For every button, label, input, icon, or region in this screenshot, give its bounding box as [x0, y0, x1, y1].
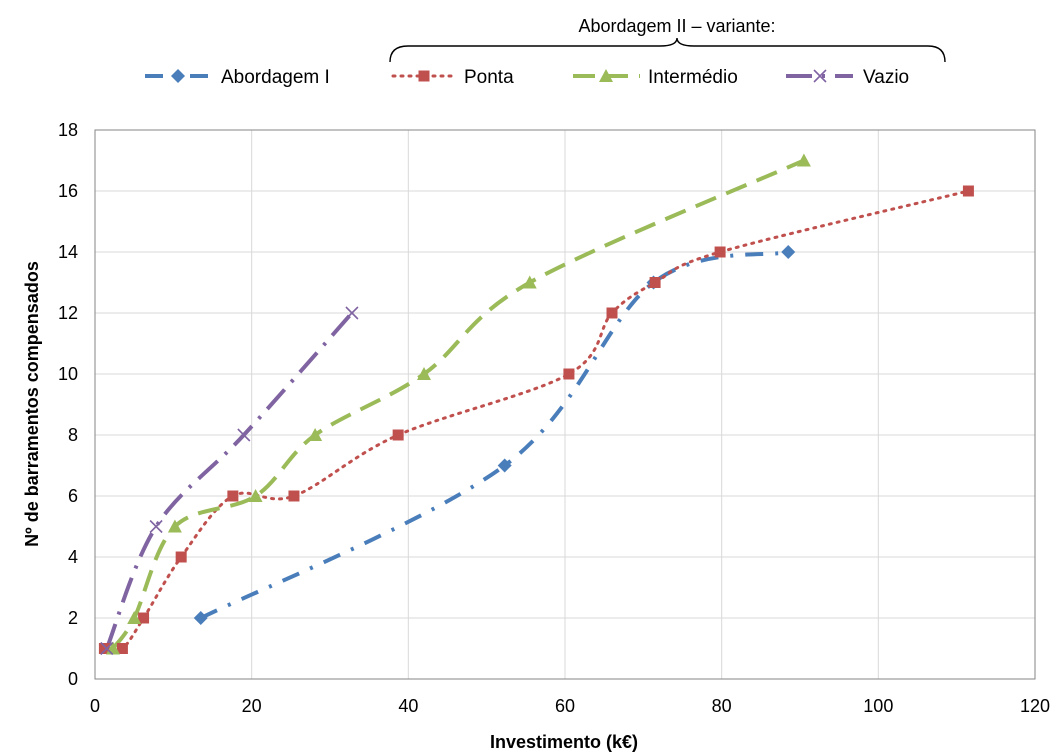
- data-point-triangle: [167, 519, 182, 533]
- data-point-x: [149, 519, 163, 534]
- data-point-square: [288, 490, 300, 502]
- data-point-x: [100, 641, 114, 656]
- x-tick-label: 20: [242, 696, 262, 716]
- legend: Abordagem II – variante: Abordagem I Pont…: [145, 16, 946, 88]
- series-line-3: [104, 311, 354, 650]
- plot-area-frame: [94, 129, 1036, 680]
- legend-item: Abordagem I: [145, 67, 330, 88]
- y-tick-label: 14: [58, 242, 78, 262]
- data-point-square: [649, 277, 661, 288]
- data-point-triangle: [417, 367, 431, 380]
- legend-marker: [171, 69, 185, 83]
- legend-label: Vazio: [863, 67, 909, 88]
- x-tick-label: 100: [863, 696, 893, 716]
- legend-item: Intermédio: [573, 67, 738, 88]
- data-point-square: [714, 246, 726, 258]
- legend-marker: [813, 69, 827, 83]
- x-tick-label: 60: [555, 696, 575, 716]
- y-tick-label: 12: [58, 303, 78, 323]
- data-point-square: [227, 490, 239, 502]
- legend-item: Vazio: [786, 67, 909, 88]
- y-tick-label: 16: [58, 181, 78, 201]
- data-point-square: [175, 551, 187, 563]
- legend-group-title: Abordagem II – variante:: [578, 16, 775, 36]
- series-line-2: [111, 158, 805, 650]
- data-point-diamond: [193, 611, 208, 625]
- data-point-x: [345, 306, 359, 320]
- data-point-diamond: [781, 245, 796, 259]
- legend-marker: [599, 69, 613, 82]
- series-line-0: [199, 250, 789, 620]
- data-point-diamond: [497, 458, 512, 473]
- x-tick-label: 40: [398, 696, 418, 716]
- x-tick-label: 0: [90, 696, 100, 716]
- data-point-square: [392, 429, 404, 441]
- legend-label: Abordagem I: [221, 67, 330, 88]
- y-tick-label: 10: [58, 364, 78, 384]
- data-point-triangle: [248, 489, 263, 502]
- data-point-square: [138, 612, 150, 624]
- data-point-square: [116, 643, 128, 654]
- series-lines: [102, 158, 970, 653]
- legend-items: Abordagem I Ponta Intermédio Vazio: [145, 67, 909, 88]
- x-axis-title: Investimento (k€): [490, 732, 638, 752]
- legend-label: Intermédio: [648, 67, 738, 88]
- data-point-triangle: [308, 428, 323, 441]
- series-line-1: [102, 189, 970, 653]
- legend-item: Ponta: [391, 67, 514, 88]
- data-point-triangle: [127, 611, 142, 624]
- y-tick-label: 8: [68, 425, 78, 445]
- y-axis-title: Nº de barramentos compensados: [22, 261, 42, 547]
- data-point-triangle: [522, 275, 537, 289]
- x-axis-tick-labels: 0 20 40 60 80 100 120: [90, 696, 1050, 716]
- grid-lines: [94, 129, 1036, 680]
- y-axis-tick-labels: 0 2 4 6 8 10 12 14 16 18: [58, 120, 78, 689]
- data-point-square: [98, 643, 110, 654]
- x-tick-label: 80: [712, 696, 732, 716]
- legend-group-bracket: [389, 37, 946, 63]
- series-markers: [98, 153, 974, 656]
- legend-label: Ponta: [464, 67, 514, 88]
- y-tick-label: 0: [68, 669, 78, 689]
- data-point-square: [606, 307, 618, 319]
- data-point-triangle: [796, 153, 811, 167]
- data-point-x: [237, 428, 251, 442]
- data-point-square: [962, 185, 974, 197]
- x-tick-label: 120: [1020, 696, 1050, 716]
- legend-marker: [418, 70, 430, 82]
- y-tick-label: 6: [68, 486, 78, 506]
- data-point-square: [563, 368, 575, 380]
- y-tick-label: 4: [68, 547, 78, 567]
- y-tick-label: 2: [68, 608, 78, 628]
- y-tick-label: 18: [58, 120, 78, 140]
